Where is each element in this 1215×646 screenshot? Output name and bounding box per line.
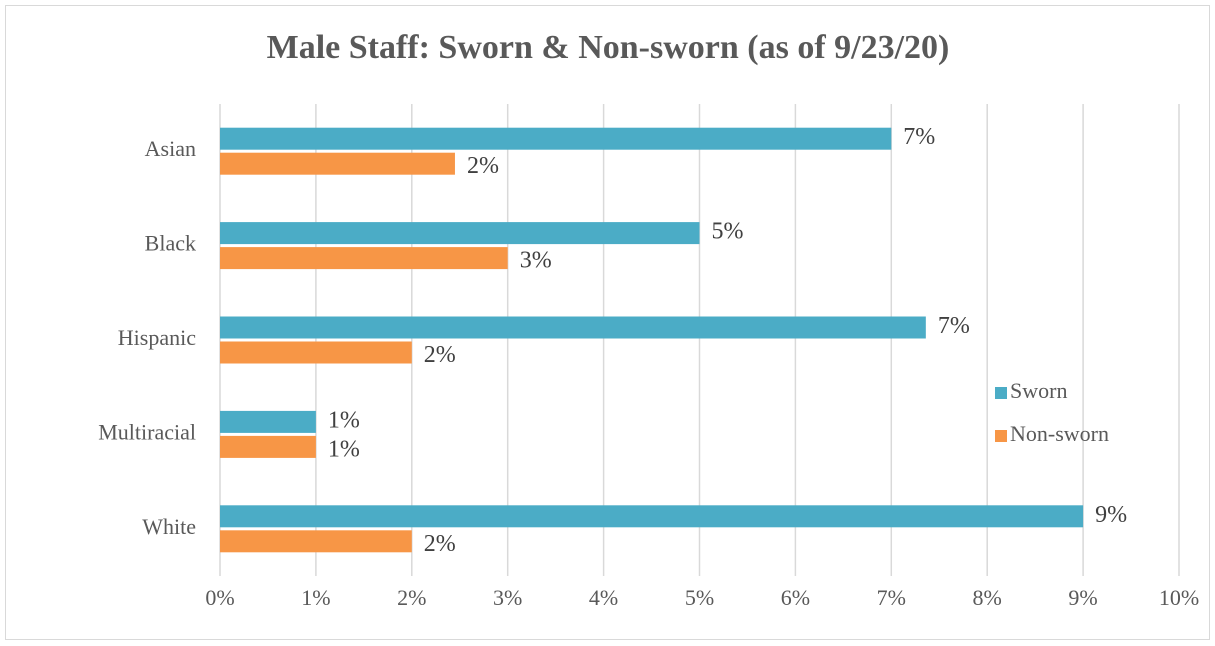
value-label: 1% xyxy=(328,407,360,433)
legend-swatch xyxy=(995,387,1007,399)
value-label: 7% xyxy=(938,313,970,339)
value-label: 7% xyxy=(903,124,935,150)
bar xyxy=(220,127,892,150)
value-label: 2% xyxy=(424,342,456,368)
value-label: 2% xyxy=(424,531,456,557)
bar xyxy=(220,435,316,458)
y-tick-label: Black xyxy=(145,231,196,256)
x-tick-label: 2% xyxy=(397,585,426,610)
x-tick-label: 4% xyxy=(589,585,618,610)
value-label: 9% xyxy=(1095,502,1127,528)
bar xyxy=(220,505,1084,528)
x-tick-label: 5% xyxy=(685,585,714,610)
bar xyxy=(220,247,508,270)
bar xyxy=(220,152,455,175)
value-label: 2% xyxy=(467,153,499,179)
legend-swatch xyxy=(995,430,1007,442)
x-tick-label: 6% xyxy=(781,585,810,610)
y-tick-label: Hispanic xyxy=(118,325,196,350)
value-label: 5% xyxy=(712,219,744,245)
x-tick-label: 9% xyxy=(1068,585,1097,610)
bar xyxy=(220,316,926,339)
x-tick-label: 1% xyxy=(301,585,330,610)
legend-label: Non-sworn xyxy=(1010,421,1109,446)
legend-label: Sworn xyxy=(1010,378,1067,403)
x-tick-label: 3% xyxy=(493,585,522,610)
y-tick-label: Multiracial xyxy=(98,419,196,444)
chart-title: Male Staff: Sworn & Non-sworn (as of 9/2… xyxy=(267,29,950,66)
y-tick-label: Asian xyxy=(145,136,196,161)
bar xyxy=(220,222,700,245)
bar xyxy=(220,530,412,553)
x-tick-label: 0% xyxy=(205,585,234,610)
x-tick-label: 8% xyxy=(973,585,1002,610)
value-label: 1% xyxy=(328,436,360,462)
value-label: 3% xyxy=(520,248,552,274)
x-tick-label: 10% xyxy=(1159,585,1199,610)
x-tick-label: 7% xyxy=(877,585,906,610)
bar xyxy=(220,410,316,433)
y-tick-label: White xyxy=(142,514,196,539)
bar xyxy=(220,341,412,364)
